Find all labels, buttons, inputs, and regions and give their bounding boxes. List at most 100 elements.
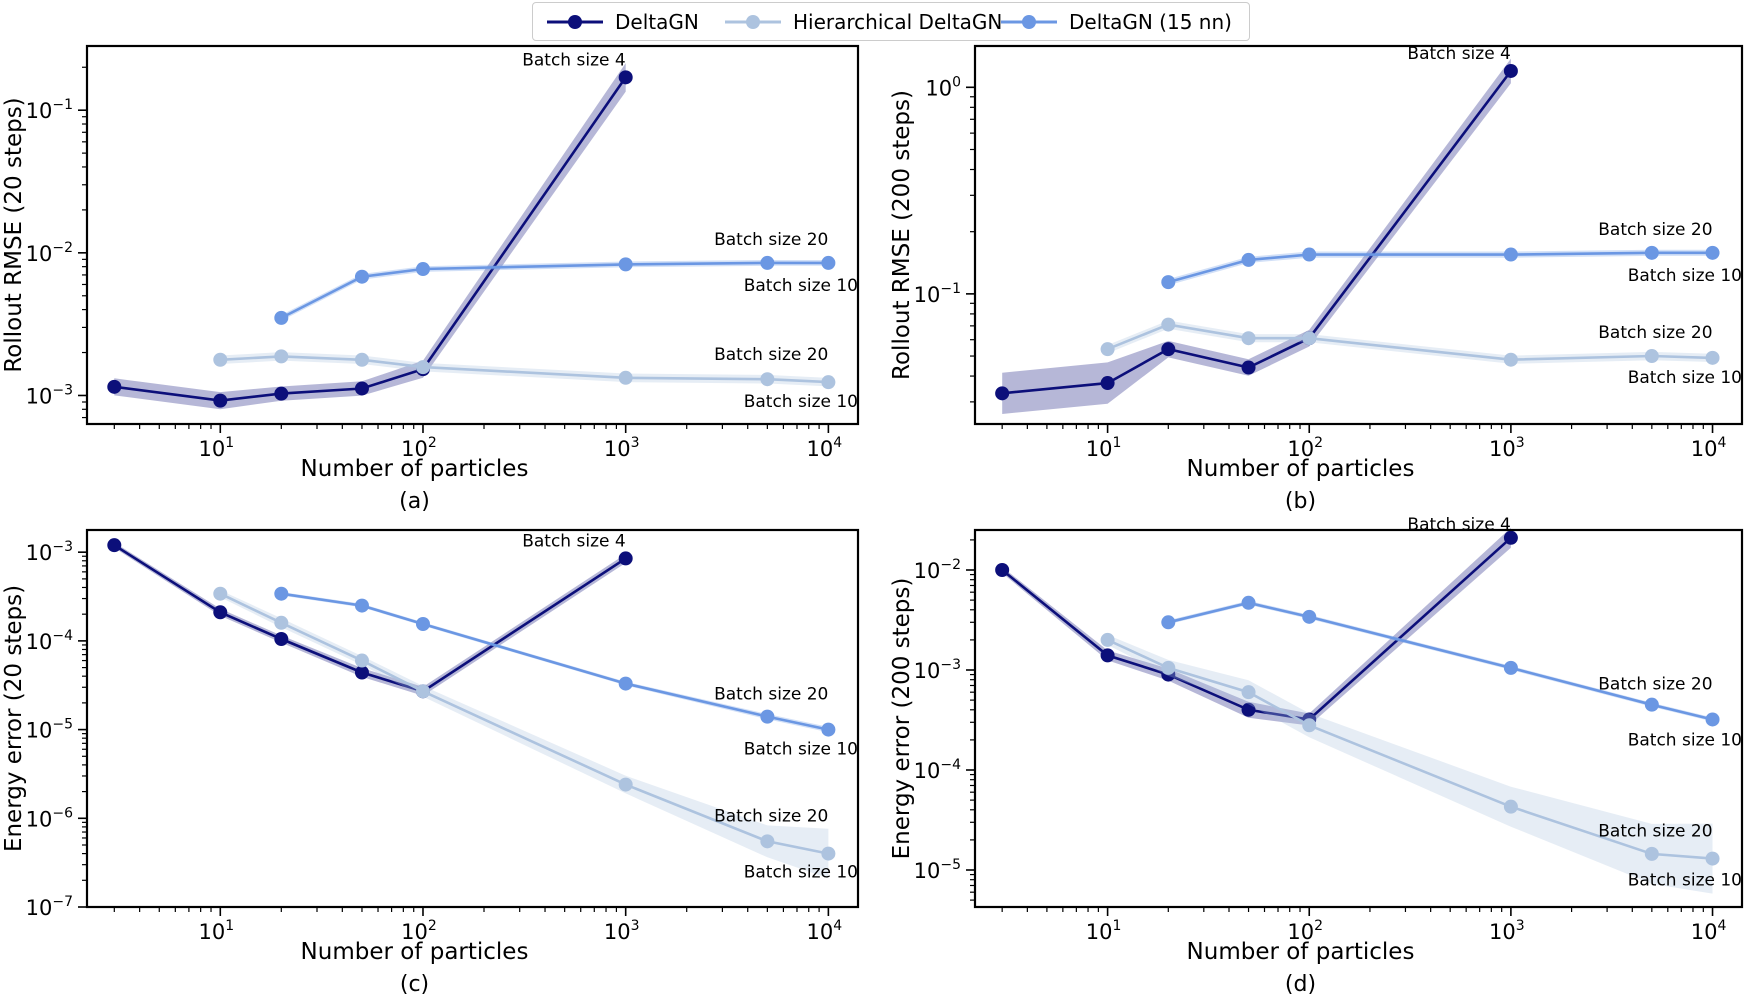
batch-size-annotation: Batch size 10 — [1628, 871, 1742, 891]
y-axis-label: Rollout RMSE (200 steps) — [889, 90, 915, 380]
panel-caption: (a) — [399, 489, 430, 514]
y-tick-label: 10−3 — [26, 382, 73, 408]
point-hierarchical-deltagn — [1241, 331, 1256, 346]
point-deltagn — [274, 632, 289, 647]
band-deltagn — [1002, 58, 1511, 414]
point-deltagn — [274, 386, 289, 401]
x-tick-label: 102 — [401, 918, 437, 944]
axes-frame — [85, 44, 860, 426]
line-deltagn-15-nn — [1167, 601, 1713, 721]
y-tick-label: 10−5 — [914, 857, 961, 883]
point-deltagn-15-nn — [1644, 245, 1659, 260]
point-hierarchical-deltagn — [1644, 846, 1659, 861]
point-deltagn-15-nn — [274, 586, 289, 601]
x-tick-label: 104 — [1691, 435, 1727, 461]
legend-label-deltagn: DeltaGN — [615, 9, 699, 34]
panel-caption: (c) — [400, 972, 429, 995]
band-deltagn — [1002, 527, 1511, 726]
y-axis-label: Rollout RMSE (20 steps) — [1, 97, 27, 372]
band-hierarchical-deltagn — [1107, 634, 1713, 894]
legend-label-hierarchical-deltagn: Hierarchical DeltaGN — [793, 9, 1003, 34]
batch-size-annotation: Batch size 10 — [744, 863, 858, 883]
point-deltagn — [107, 538, 122, 553]
point-hierarchical-deltagn — [274, 349, 289, 364]
point-hierarchical-deltagn — [1100, 632, 1115, 647]
line-deltagn — [113, 544, 627, 693]
x-axis-label: Number of particles — [1187, 456, 1415, 482]
legend-entry-hierarchical-deltagn: Hierarchical DeltaGN — [721, 3, 1002, 40]
point-deltagn — [1241, 360, 1256, 375]
point-hierarchical-deltagn — [821, 375, 836, 390]
point-deltagn — [107, 379, 122, 394]
y-tick-label: 100 — [925, 74, 961, 100]
y-tick-label: 10−1 — [26, 97, 73, 123]
point-deltagn-15-nn — [354, 269, 369, 284]
x-tick-label: 101 — [198, 435, 234, 461]
panel-caption: (b) — [1285, 489, 1316, 514]
x-tick-label: 102 — [1287, 435, 1323, 461]
point-deltagn-15-nn — [415, 616, 430, 631]
point-hierarchical-deltagn — [415, 684, 430, 699]
x-tick-label: 101 — [1086, 435, 1122, 461]
point-hierarchical-deltagn — [618, 370, 633, 385]
panel-d: 101 102 103 104 10−5 10−4 10−3 10−2 Batch size 4… — [889, 515, 1744, 995]
line-deltagn-15-nn — [1167, 251, 1713, 284]
y-tick-label: 10−7 — [26, 894, 73, 920]
x-tick-label: 102 — [401, 435, 437, 461]
point-hierarchical-deltagn — [1161, 317, 1176, 332]
point-deltagn-15-nn — [1302, 609, 1317, 624]
panel-a: 101 102 103 104 10−3 10−2 10−1 Batch size 4 Batc… — [1, 44, 860, 514]
legend-marker-deltagn-15nn — [1001, 14, 1057, 29]
batch-size-annotation: Batch size 20 — [1598, 323, 1712, 343]
point-deltagn — [213, 605, 228, 620]
x-tick-label: 104 — [1691, 918, 1727, 944]
point-hierarchical-deltagn — [1644, 349, 1659, 364]
point-hierarchical-deltagn — [354, 653, 369, 668]
point-hierarchical-deltagn — [213, 352, 228, 367]
point-hierarchical-deltagn — [760, 372, 775, 387]
legend-marker-deltagn — [547, 14, 603, 29]
point-hierarchical-deltagn — [821, 846, 836, 861]
point-deltagn — [1503, 63, 1518, 78]
y-tick-label: 10−2 — [26, 240, 73, 266]
x-tick-label: 104 — [807, 435, 843, 461]
panel-c: 101 102 103 104 10−7 10−6 10−5 10−4 10−3 Batch si… — [1, 528, 860, 995]
point-deltagn-15-nn — [274, 310, 289, 325]
axes-frame — [973, 528, 1744, 909]
batch-size-annotation: Batch size 10 — [744, 276, 858, 296]
panel-b: 101 102 103 104 10−1 100 Batch size 4 Batch siz… — [889, 44, 1744, 514]
point-deltagn-15-nn — [1161, 615, 1176, 630]
batch-size-annotation: Batch size 20 — [1598, 220, 1712, 240]
point-deltagn — [618, 551, 633, 566]
point-hierarchical-deltagn — [1241, 685, 1256, 700]
line-deltagn — [1001, 536, 1512, 721]
legend-marker-hierarchical-deltagn — [725, 14, 781, 29]
batch-size-annotation: Batch size 10 — [1628, 730, 1742, 750]
point-hierarchical-deltagn — [1100, 342, 1115, 357]
point-hierarchical-deltagn — [1161, 660, 1176, 675]
x-axis-label: Number of particles — [301, 939, 529, 965]
point-deltagn — [995, 563, 1010, 577]
point-hierarchical-deltagn — [618, 777, 633, 792]
y-axis-label: Energy error (200 steps) — [889, 578, 915, 860]
line-deltagn — [1002, 70, 1512, 395]
point-deltagn — [213, 393, 228, 408]
batch-size-annotation: Batch size 10 — [1628, 266, 1742, 286]
batch-size-annotation: Batch size 10 — [744, 740, 858, 760]
point-hierarchical-deltagn — [760, 834, 775, 849]
x-axis-label: Number of particles — [1187, 939, 1415, 965]
x-tick-label: 104 — [807, 918, 843, 944]
batch-size-annotation: Batch size 10 — [1628, 368, 1742, 388]
batch-size-annotation: Batch size 4 — [522, 50, 625, 70]
point-deltagn — [618, 70, 633, 85]
y-tick-label: 10−4 — [26, 628, 73, 654]
point-hierarchical-deltagn — [415, 360, 430, 375]
y-tick-label: 10−3 — [914, 657, 961, 683]
point-deltagn-15-nn — [821, 722, 836, 737]
band-hierarchical-deltagn — [220, 590, 829, 879]
point-deltagn-15-nn — [1705, 712, 1720, 727]
x-tick-label: 102 — [1287, 918, 1323, 944]
panel-caption: (d) — [1285, 972, 1316, 995]
point-hierarchical-deltagn — [213, 586, 228, 601]
